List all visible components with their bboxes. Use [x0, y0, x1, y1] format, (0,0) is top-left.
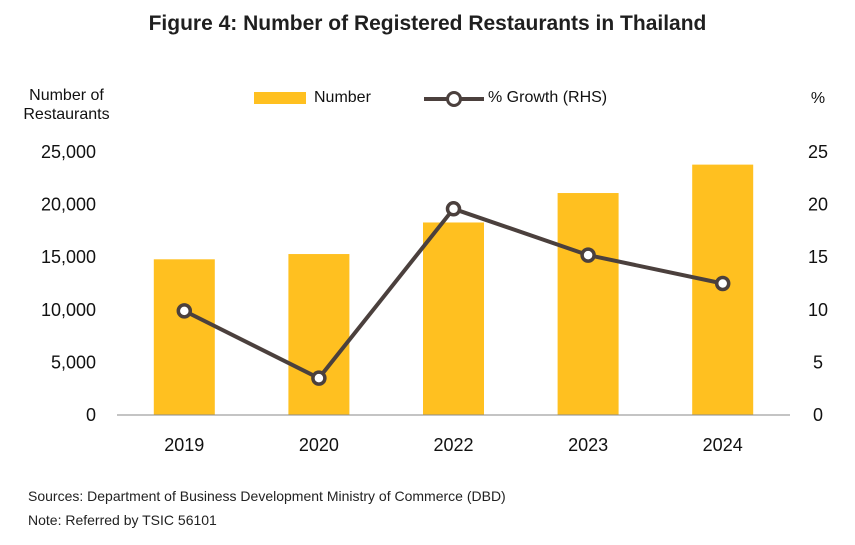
growth-point-2022	[445, 201, 462, 217]
legend-label-number: Number	[314, 89, 371, 106]
right-axis-tick-label: 0	[813, 405, 823, 425]
x-axis-tick-label: 2022	[433, 435, 473, 455]
left-axis-tick-label: 25,000	[41, 142, 96, 162]
right-axis-tick-label: 25	[808, 142, 828, 162]
growth-point-2019	[176, 303, 193, 319]
x-axis-tick-label: 2023	[568, 435, 608, 455]
x-axis-tick-label: 2020	[299, 435, 339, 455]
right-axis-tick-label: 20	[808, 195, 828, 215]
left-axis-tick-label: 15,000	[41, 247, 96, 267]
left-axis-tick-label: 5,000	[51, 352, 96, 372]
bar-2022	[423, 222, 484, 415]
legend-item-growth: % Growth (RHS)	[424, 86, 607, 110]
chart-title: Figure 4: Number of Registered Restauran…	[148, 12, 707, 35]
left-axis-tick-label: 10,000	[41, 300, 96, 320]
right-axis-tick-label: 15	[808, 247, 828, 267]
x-axis-tick-label: 2019	[164, 435, 204, 455]
right-axis-tick-label: 10	[808, 300, 828, 320]
bar-2020	[288, 254, 350, 415]
footer-sources: Sources: Department of Business Developm…	[28, 488, 506, 504]
bar-2023	[557, 193, 619, 415]
right-axis-tick-label: 5	[813, 352, 823, 372]
legend-bar-swatch	[254, 92, 306, 104]
legend-item-number: Number	[254, 86, 371, 110]
left-axis-tick-label: 20,000	[41, 195, 96, 215]
left-axis-label: Number of Restaurants	[23, 87, 110, 123]
bar-2019	[153, 259, 215, 415]
x-axis-tick-label: 2024	[703, 435, 743, 455]
left-axis-tick-label: 0	[86, 405, 96, 425]
right-axis-label: %	[810, 90, 826, 107]
legend-line-swatch	[424, 88, 484, 108]
growth-point-2024	[714, 275, 731, 292]
legend-label-growth: % Growth (RHS)	[488, 89, 608, 106]
footer-note: Note: Referred by TSIC 56101	[28, 512, 217, 528]
growth-point-2023	[580, 247, 596, 263]
growth-point-2020	[311, 370, 327, 386]
